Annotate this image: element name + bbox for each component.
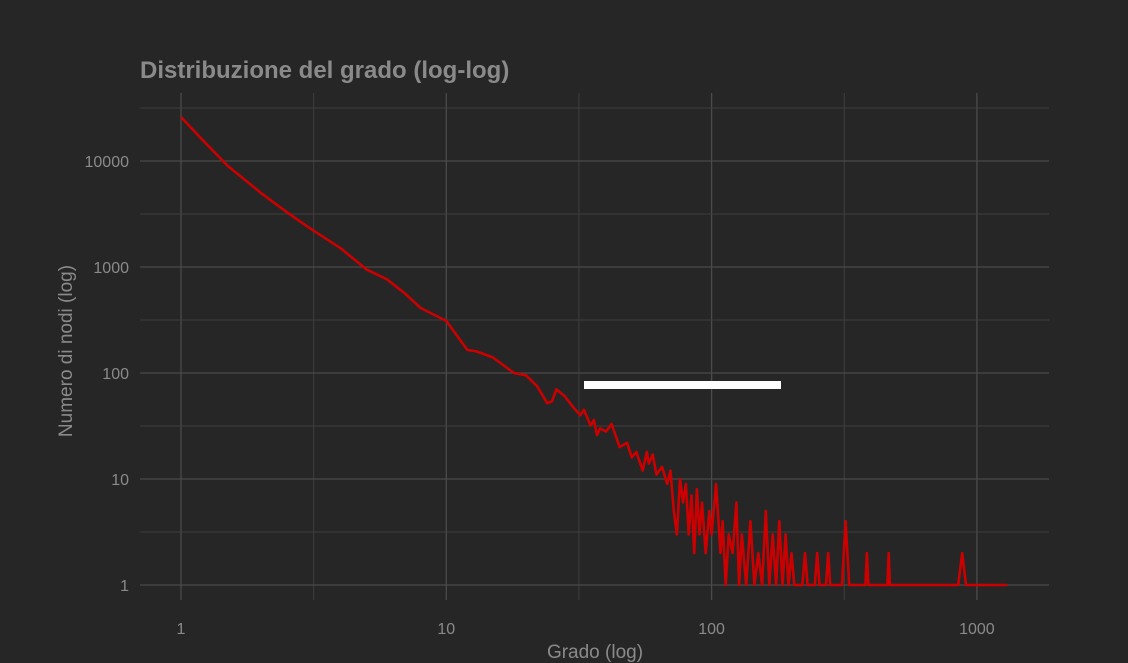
x-tick-label: 1 — [177, 621, 186, 638]
tick-labels: 1 10 100 1000 1 10 100 1000 10000 — [85, 154, 995, 638]
series-line — [180, 116, 1008, 587]
y-tick-label: 100 — [102, 366, 129, 383]
x-axis-title: Grado (log) — [547, 642, 643, 663]
chart-title: Distribuzione del grado (log-log) — [140, 57, 509, 84]
grid — [140, 93, 1049, 600]
x-tick-label: 10 — [437, 621, 455, 638]
annotation-bar — [584, 381, 781, 389]
series-layer — [180, 116, 1008, 587]
x-tick-label: 100 — [698, 621, 725, 638]
y-tick-label: 10000 — [85, 154, 130, 171]
y-axis-title: Numero di nodi (log) — [56, 265, 77, 437]
y-tick-label: 10 — [111, 472, 129, 489]
x-tick-label: 1000 — [959, 621, 995, 638]
y-tick-label: 1 — [120, 578, 129, 595]
y-tick-label: 1000 — [93, 260, 129, 277]
